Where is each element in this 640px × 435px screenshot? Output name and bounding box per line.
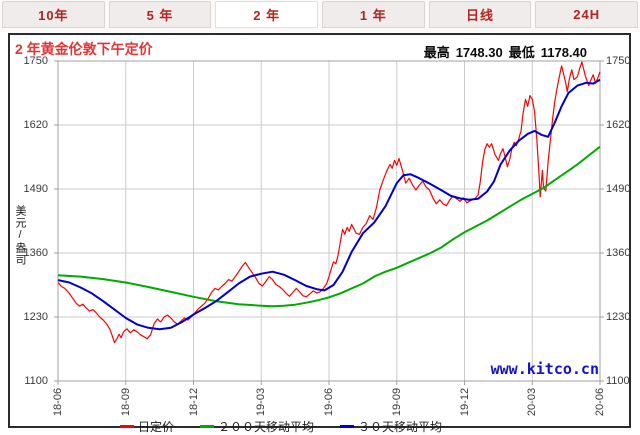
tab-5y[interactable]: 5 年 — [108, 1, 212, 28]
legend-label: ３０天移动平均 — [358, 420, 443, 434]
legend-dash-icon — [340, 425, 355, 428]
legend-item-daily-price: 日定价 — [120, 418, 174, 435]
legend-dash-icon — [120, 425, 134, 428]
x-axis-label: 19-12 — [458, 387, 471, 417]
y-axis-label-left: 1360 — [23, 247, 48, 259]
price-chart-plot — [54, 60, 604, 385]
y-axis-label-right: 1490 — [606, 183, 631, 195]
legend-item-ma200: ２００天移动平均 — [200, 418, 314, 435]
x-axis-label: 19-03 — [255, 387, 268, 417]
chart-panel: 2 年黄金伦敦下午定价 最高 1748.30 最低 1178.40 美元/盎司 110… — [8, 33, 631, 434]
x-axis-label: 18-12 — [187, 387, 200, 417]
x-axis-label: 19-06 — [323, 387, 335, 417]
x-axis-label: 18-09 — [119, 387, 132, 417]
y-axis-label-left: 1620 — [23, 119, 48, 131]
low-value: 1178.40 — [540, 45, 587, 60]
watermark: www.kitco.cn — [490, 360, 599, 378]
low-label: 最低 — [508, 45, 535, 60]
chart-legend: 日定价 ２００天移动平均 ３０天移动平均 — [120, 418, 442, 435]
y-axis-label-left: 1750 — [23, 55, 48, 67]
y-axis-label-right: 1750 — [606, 55, 631, 67]
x-axis-label: 19-09 — [390, 387, 403, 417]
tab-24h[interactable]: 24H — [535, 1, 639, 28]
daily-price-line — [57, 61, 601, 344]
chart-title: 2 年黄金伦敦下午定价 — [15, 41, 153, 57]
y-axis-label-left: 1230 — [23, 311, 48, 323]
tab-2y[interactable]: 2 年 — [215, 1, 319, 28]
y-axis-title: 美元/盎司 — [14, 205, 26, 266]
x-axis-label: 20-03 — [526, 387, 539, 417]
y-axis-label-right: 1620 — [606, 119, 631, 131]
y-axis-label-right: 1230 — [606, 311, 631, 323]
tab-daily[interactable]: 日线 — [428, 1, 532, 28]
plot-border — [57, 60, 601, 382]
period-tab-bar: 10年 5 年 2 年 1 年 日线 24H — [0, 0, 640, 32]
ma200-line — [57, 145, 601, 308]
high-low-stats: 最高 1748.30 最低 1178.40 — [418, 42, 587, 61]
x-axis-label: 18-06 — [52, 387, 64, 417]
high-value: 1748.30 — [455, 45, 503, 60]
y-axis-label-left: 1100 — [24, 375, 48, 387]
tab-10y[interactable]: 10年 — [2, 1, 105, 28]
y-axis-label-left: 1490 — [23, 183, 48, 195]
y-axis-label-right: 1100 — [606, 375, 630, 387]
legend-item-ma30: ３０天移动平均 — [340, 418, 442, 435]
legend-dash-icon — [200, 425, 215, 428]
legend-label: 日定价 — [138, 420, 175, 434]
x-axis-label: 20-06 — [594, 387, 606, 417]
high-label: 最高 — [423, 45, 450, 60]
ma30-line — [57, 78, 601, 331]
y-axis-label-right: 1360 — [606, 247, 631, 259]
legend-label: ２００天移动平均 — [218, 420, 315, 434]
tab-1y[interactable]: 1 年 — [322, 1, 425, 28]
